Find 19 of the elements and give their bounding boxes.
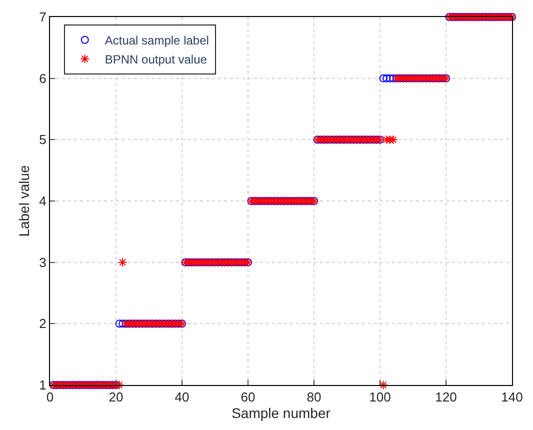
y-tick-label: 4	[39, 194, 46, 209]
x-tick-label: 100	[369, 390, 391, 405]
x-tick-label: 80	[306, 390, 322, 405]
y-axis-title: Label value	[16, 164, 32, 237]
x-tick-label: 40	[174, 390, 190, 405]
y-tick-label: 6	[39, 70, 46, 86]
legend-label: BPNN output value	[104, 52, 208, 67]
y-tick-label: 2	[39, 316, 46, 332]
y-tick-label: 3	[39, 254, 46, 270]
y-tick-label: 5	[39, 132, 46, 148]
y-tick-label: 7	[39, 10, 46, 25]
x-tick-label: 20	[108, 390, 124, 405]
x-tick-label: 0	[46, 390, 54, 405]
x-tick-label: 60	[240, 390, 256, 405]
x-tick-label: 120	[435, 390, 457, 405]
x-tick-label: 140	[501, 390, 523, 405]
y-tick-label: 1	[39, 378, 46, 393]
legend-label: Actual sample label	[104, 34, 209, 48]
x-axis-title: Sample number	[232, 404, 331, 421]
